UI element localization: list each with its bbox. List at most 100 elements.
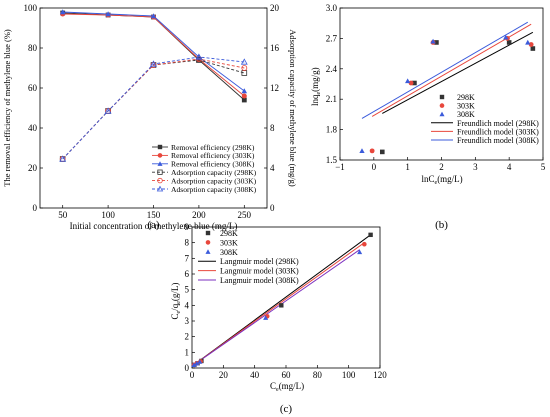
x-axis-label: Ce(mg/L): [270, 381, 304, 393]
legend-label: 308K: [220, 248, 238, 257]
x-tick-label: 40: [250, 370, 260, 380]
data-point: [506, 40, 512, 45]
legend-marker: [439, 111, 445, 117]
y-tick-label-right: 0: [270, 203, 275, 213]
legend-label: Langmuir model (303K): [220, 267, 299, 276]
y-tick-label: 1: [185, 347, 190, 357]
y-tick-label: 2.1: [326, 94, 337, 104]
x-tick-label: 150: [147, 210, 161, 220]
legend-label: 303K: [220, 238, 238, 247]
y-axis-label-left: The removal efficiency of methylene blue…: [2, 29, 12, 187]
data-point: [412, 80, 417, 86]
data-point: [434, 40, 439, 45]
y-axis-label: Ce/qe(g/L): [170, 283, 182, 320]
y-tick-label: 0: [185, 363, 190, 373]
panel-label: (c): [280, 403, 293, 415]
x-tick-label: 100: [101, 210, 115, 220]
y-tick-label: 2: [185, 332, 190, 342]
x-tick-label: 5: [541, 162, 546, 172]
y-tick-label: 4: [185, 300, 190, 310]
data-point: [525, 39, 531, 45]
panel-c: 0 20 40 60 80 100 120 0 1 2 3 4 5 6 7 8 9 Ce(mg/L) Ce/qe(g…: [170, 222, 387, 415]
y-tick-label: 8: [185, 238, 190, 248]
panel-b: −1 0 1 2 3 4 5 1.5 1.8 2.1 2.4 2.7 3.0 lnCe(mg/L) lnqe…: [310, 3, 546, 231]
legend-label: Langmuir model (308K): [220, 276, 299, 285]
panel-a: 50 100 150 200 250 0 20 40 60 80 100 0 4 8 12 16 20 Initi…: [2, 3, 298, 231]
data-point: [279, 303, 284, 308]
panel-label: (b): [435, 219, 448, 231]
y-axis-label-right: Adsorption capacity of methylene blue (m…: [288, 29, 298, 187]
legend-label: 298K: [457, 93, 475, 102]
legend-label: Adsorption capacity (298K): [171, 168, 257, 177]
legend-marker: [205, 230, 211, 236]
data-point: [368, 232, 373, 238]
legend-label: Removal efficiency (308K): [171, 160, 255, 169]
panel-label: (a): [147, 219, 160, 231]
legend-label: Freundlich model (303K): [457, 127, 539, 136]
x-tick-label: 200: [192, 210, 206, 220]
y-tick-label: 2.7: [326, 33, 338, 43]
data-point: [59, 9, 66, 15]
data-point: [197, 359, 203, 364]
data-point: [150, 60, 157, 67]
x-tick-label: 60: [282, 370, 292, 380]
legend-marker: [156, 185, 164, 192]
x-tick-label: 100: [342, 370, 356, 380]
legend-label: 308K: [457, 110, 475, 119]
x-tick-label: 20: [219, 370, 229, 380]
legend-label: Removal efficiency (303K): [171, 151, 255, 160]
data-point: [241, 88, 248, 94]
y-tick-label: 2.4: [326, 64, 338, 74]
legend-label: Adsorption capacity (308K): [171, 185, 257, 194]
y-tick-label-right: 16: [270, 43, 280, 53]
y-tick-label-right: 20: [270, 3, 280, 13]
data-point: [241, 93, 247, 99]
legend-label: 303K: [457, 102, 475, 111]
fit-line: [361, 21, 529, 119]
legend-marker: [439, 94, 445, 100]
fit-line: [191, 249, 360, 367]
data-point: [105, 11, 111, 17]
data-point: [194, 360, 200, 366]
x-tick-label: 50: [58, 210, 68, 220]
legend-label: Freundlich model (308K): [457, 136, 539, 145]
y-tick-label-left: 20: [28, 163, 38, 173]
legend-marker: [157, 177, 163, 184]
x-tick-label: 80: [313, 370, 323, 380]
data-point: [357, 249, 363, 255]
y-tick-label: 3.0: [326, 3, 338, 13]
x-axis-label: Initial concentration of methylene blue …: [70, 221, 238, 231]
series-line: [62, 58, 245, 160]
legend-marker: [205, 240, 211, 245]
y-tick-label: 1.8: [326, 125, 338, 135]
series-line: [62, 13, 245, 97]
data-point: [240, 58, 248, 65]
x-tick-label: 3: [473, 162, 478, 172]
data-point: [369, 148, 375, 154]
y-tick-label-right: 4: [270, 163, 275, 173]
legend-label: 298K: [220, 229, 238, 238]
data-point: [241, 97, 247, 103]
data-point: [241, 70, 248, 76]
data-point: [191, 362, 197, 368]
y-tick-label-left: 60: [28, 83, 38, 93]
data-point: [263, 315, 269, 320]
legend-marker: [157, 161, 163, 166]
data-point: [59, 155, 67, 162]
series-line: [62, 56, 245, 160]
x-axis-label: lnCe(mg/L): [422, 174, 463, 186]
y-tick-label: 1.5: [326, 155, 338, 165]
y-tick-label: 7: [185, 253, 190, 263]
data-point: [408, 80, 414, 86]
x-tick-label: 0: [372, 162, 377, 172]
x-tick-label: 2: [439, 162, 444, 172]
data-point: [405, 78, 411, 84]
x-tick-label: 250: [238, 210, 252, 220]
data-point: [362, 241, 367, 247]
fit-line: [382, 31, 534, 114]
x-tick-label: 120: [373, 370, 387, 380]
fit-line: [371, 23, 532, 117]
y-tick-label-right: 8: [270, 123, 275, 133]
legend-marker: [439, 103, 445, 108]
